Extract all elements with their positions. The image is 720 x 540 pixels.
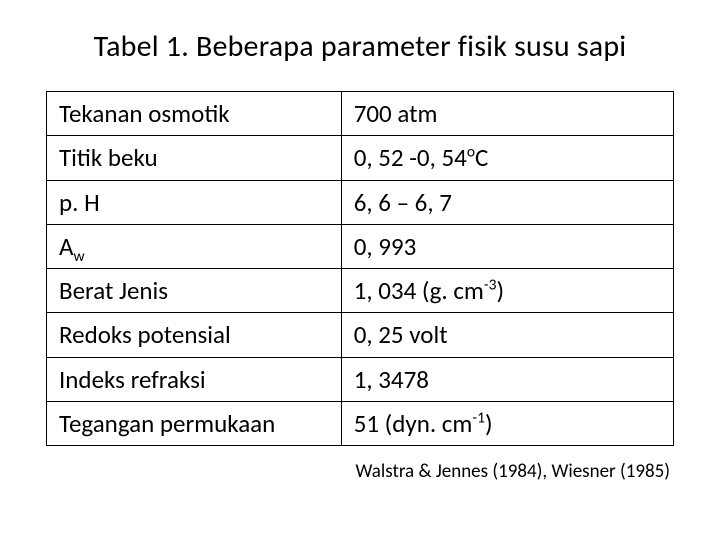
value-cell: 1, 034 (g. cm-3): [341, 269, 673, 313]
value-cell: 0, 993: [341, 224, 673, 268]
value-prefix: 1, 034 (g. cm: [354, 275, 484, 306]
param-cell: Indeks refraksi: [47, 357, 342, 401]
value-cell: 700 atm: [341, 92, 673, 136]
param-sub: w: [73, 247, 84, 266]
value-suffix: C: [475, 142, 488, 173]
param-cell: p. H: [47, 180, 342, 224]
value-cell: 6, 6 – 6, 7: [341, 180, 673, 224]
value-prefix: 51 (dyn. cm: [354, 408, 473, 439]
table-row: Redoks potensial 0, 25 volt: [47, 313, 674, 357]
table-title: Tabel 1. Beberapa parameter fisik susu s…: [46, 28, 674, 65]
citation-text: Walstra & Jennes (1984), Wiesner (1985): [46, 460, 674, 483]
table-row: Titik beku 0, 52 -0, 54oC: [47, 136, 674, 180]
value-suffix: ): [497, 275, 505, 306]
value-sup: o: [467, 143, 475, 162]
param-base: A: [59, 231, 73, 262]
param-cell: Tegangan permukaan: [47, 401, 342, 445]
value-cell: 51 (dyn. cm-1): [341, 401, 673, 445]
value-prefix: 0, 52 -0, 54: [354, 142, 467, 173]
table-row: Tegangan permukaan 51 (dyn. cm-1): [47, 401, 674, 445]
parameter-table: Tekanan osmotik 700 atm Titik beku 0, 52…: [46, 91, 674, 446]
table-row: Berat Jenis 1, 034 (g. cm-3): [47, 269, 674, 313]
param-cell: Tekanan osmotik: [47, 92, 342, 136]
param-cell: Berat Jenis: [47, 269, 342, 313]
value-suffix: ): [485, 408, 493, 439]
value-cell: 0, 25 volt: [341, 313, 673, 357]
value-cell: 0, 52 -0, 54oC: [341, 136, 673, 180]
table-row: p. H 6, 6 – 6, 7: [47, 180, 674, 224]
param-cell: Titik beku: [47, 136, 342, 180]
param-cell: Redoks potensial: [47, 313, 342, 357]
value-sup: -1: [472, 408, 485, 427]
table-row: Tekanan osmotik 700 atm: [47, 92, 674, 136]
value-sup: -3: [484, 276, 497, 295]
table-row: Aw 0, 993: [47, 224, 674, 268]
value-cell: 1, 3478: [341, 357, 673, 401]
param-cell: Aw: [47, 224, 342, 268]
table-row: Indeks refraksi 1, 3478: [47, 357, 674, 401]
